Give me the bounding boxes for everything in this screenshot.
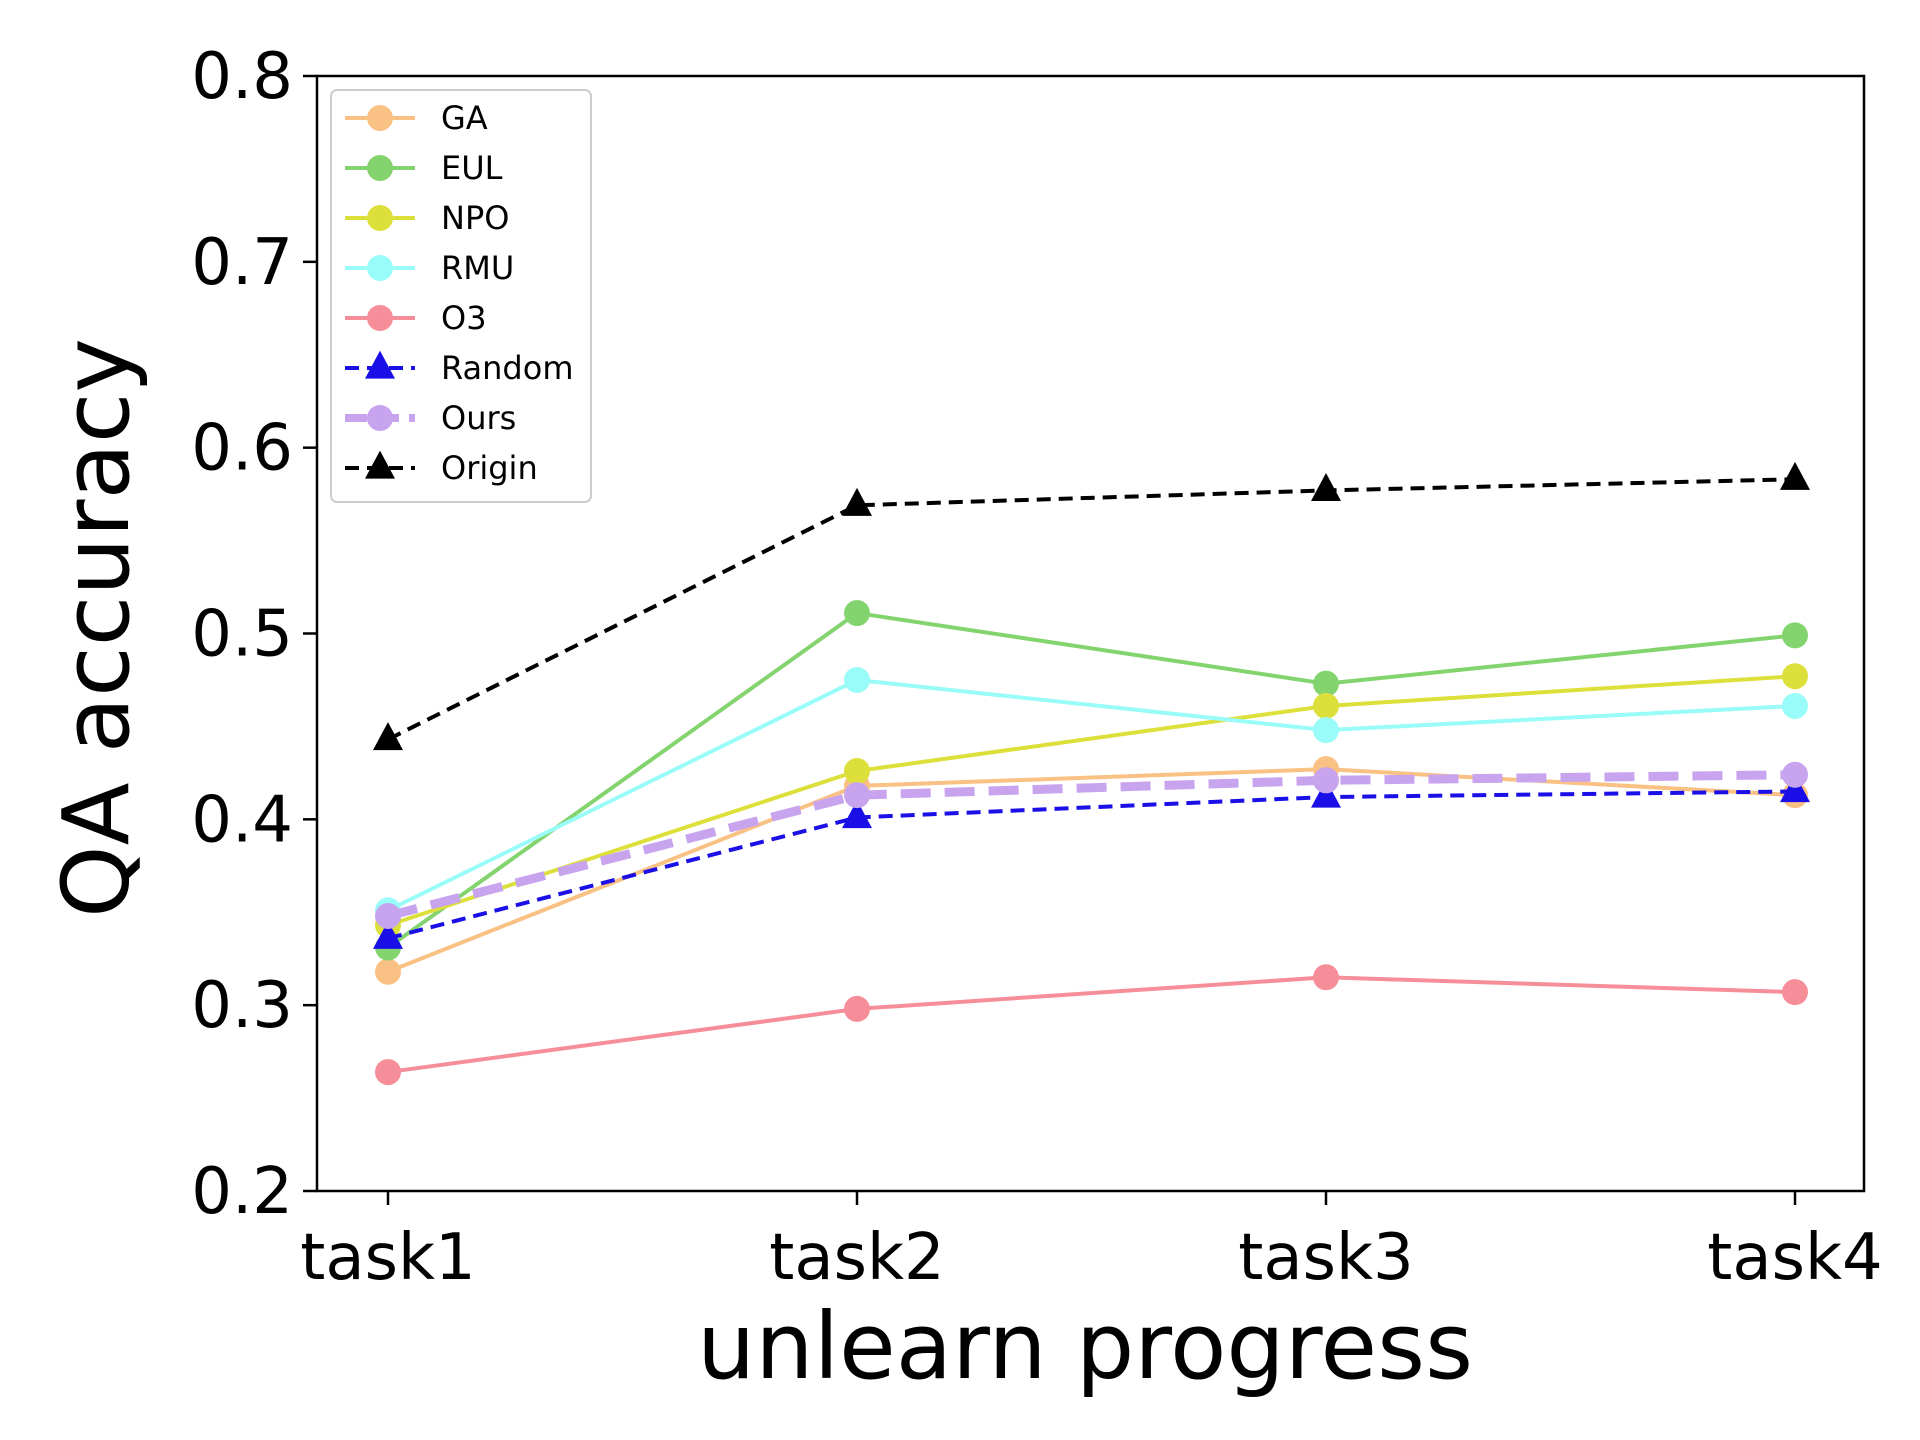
y-tick-label: 0.3: [191, 969, 293, 1043]
data-point: [1313, 767, 1339, 794]
legend-marker: [367, 405, 393, 431]
legend-label: NPO: [441, 199, 509, 237]
data-point: [842, 800, 872, 829]
data-point: [1782, 663, 1808, 690]
series-random: [373, 774, 1810, 949]
series-o3: [375, 964, 1808, 1086]
legend-label: Ours: [441, 399, 516, 437]
legend-entry: NPO: [345, 199, 509, 237]
legend-label: EUL: [441, 149, 503, 187]
legend-entry: EUL: [345, 149, 503, 187]
x-tick-label: task1: [300, 1221, 475, 1295]
legend-marker: [367, 305, 393, 331]
data-point: [1311, 473, 1341, 502]
data-point: [1782, 979, 1808, 1006]
series-npo: [375, 663, 1808, 939]
series-ours: [375, 761, 1808, 929]
data-point: [1313, 670, 1339, 697]
data-point: [1782, 761, 1808, 788]
series-origin: [373, 461, 1810, 751]
x-tick-label: task2: [769, 1221, 944, 1295]
legend-label: O3: [441, 299, 487, 337]
data-point: [1313, 717, 1339, 744]
data-point: [1311, 779, 1341, 808]
y-tick-label: 0.4: [191, 783, 293, 857]
x-axis-title: unlearn progress: [697, 1293, 1473, 1400]
legend-marker: [367, 155, 393, 181]
data-point: [1782, 622, 1808, 649]
legend-label: RMU: [441, 249, 514, 287]
data-point: [1782, 692, 1808, 719]
y-tick-label: 0.2: [191, 1155, 293, 1229]
data-point: [844, 666, 870, 693]
series-line: [387, 674, 1796, 928]
series-line: [387, 677, 1796, 913]
series-line: [387, 477, 1796, 742]
x-tick-label: task4: [1707, 1221, 1882, 1295]
series-line: [387, 975, 1796, 1075]
y-tick-label: 0.8: [191, 40, 293, 114]
legend-marker: [367, 205, 393, 231]
series-line: [386, 611, 1796, 950]
legend-box: [330, 89, 592, 503]
series-line: [387, 767, 1796, 974]
data-point: [375, 1059, 401, 1086]
data-point: [1780, 774, 1810, 803]
x-tick-label: task3: [1238, 1221, 1413, 1295]
legend-entry: Origin: [345, 449, 538, 487]
data-point: [1313, 964, 1339, 991]
legend-entry: Random: [345, 349, 573, 387]
legend-entry: O3: [345, 299, 487, 337]
data-point: [373, 722, 403, 751]
data-point: [844, 600, 870, 627]
y-tick-label: 0.6: [191, 412, 293, 486]
legend-label: Origin: [441, 449, 538, 487]
data-point: [842, 487, 872, 516]
data-point: [373, 920, 403, 949]
data-point: [844, 782, 870, 809]
legend-entry: RMU: [345, 249, 514, 287]
series-line: [386, 770, 1796, 921]
data-point: [375, 958, 401, 985]
data-point: [1780, 461, 1810, 490]
legend-label: Random: [441, 349, 573, 387]
series-eul: [375, 600, 1808, 961]
data-point: [844, 758, 870, 785]
legend: GA EUL NPO RMU O3 Random Ours Origin: [330, 89, 592, 503]
data-point: [844, 995, 870, 1022]
legend-entry: Ours: [345, 399, 516, 437]
y-axis-title: QA accuracy: [43, 338, 150, 918]
legend-entry: GA: [345, 99, 488, 137]
legend-marker: [365, 450, 395, 479]
y-tick-label: 0.5: [191, 598, 293, 672]
series-line: [387, 789, 1796, 941]
series-layer: [373, 461, 1810, 1086]
legend-marker: [365, 350, 395, 379]
data-point: [1313, 692, 1339, 719]
legend-label: GA: [441, 99, 488, 137]
legend-marker: [367, 105, 393, 131]
axes-layer: 0.2 0.3 0.4 0.5 0.6 0.7 0.8 task1 task2 task3 task…: [191, 40, 1883, 1295]
y-tick-label: 0.7: [191, 226, 293, 300]
data-point: [375, 902, 401, 929]
legend-marker: [367, 255, 393, 281]
